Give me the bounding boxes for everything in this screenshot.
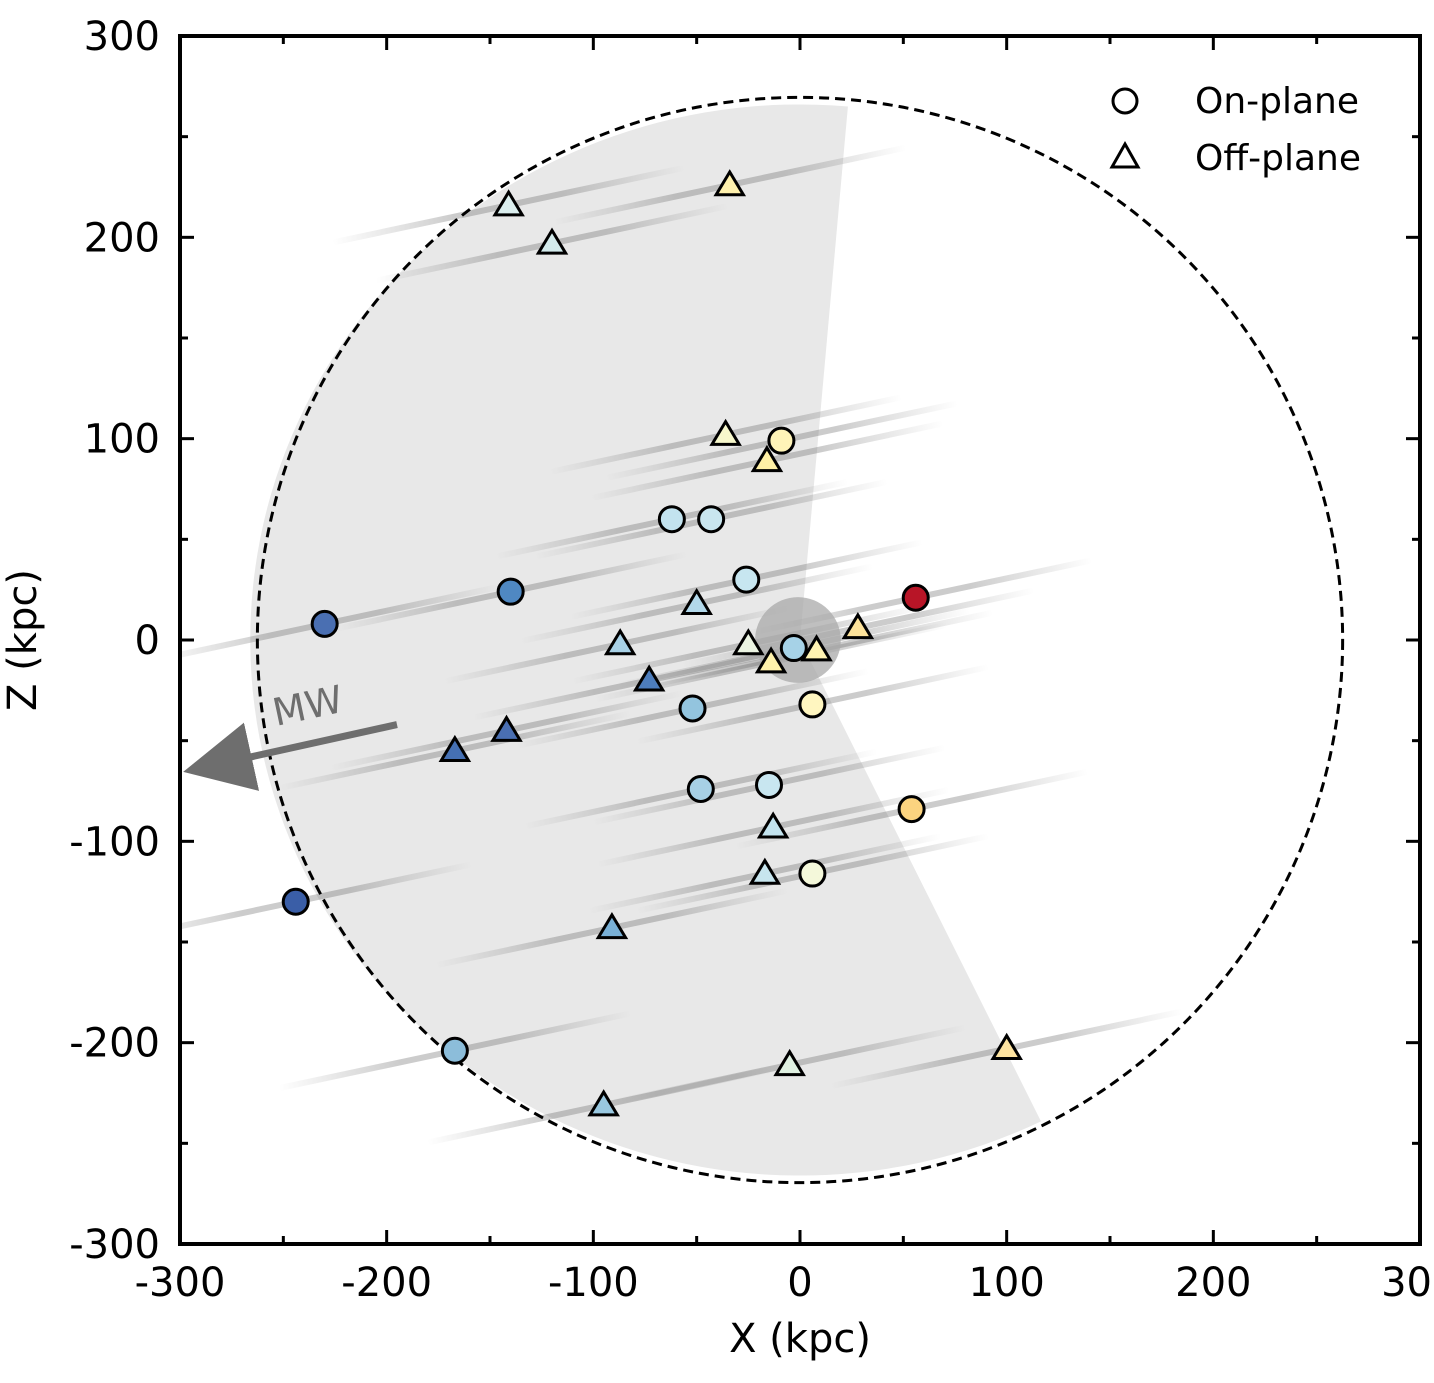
on-plane-point bbox=[440, 1036, 469, 1065]
virial-radius-circle bbox=[255, 95, 1345, 1185]
off-plane-point bbox=[750, 444, 784, 473]
on-plane-point bbox=[798, 690, 827, 719]
mw-direction-arrow bbox=[183, 721, 398, 791]
on-plane-point bbox=[798, 859, 827, 888]
axis-tick-labels: -300 -200 -100 0 100 200 30 300 200 100 0 -100 -200 -… bbox=[69, 14, 1432, 1306]
x-tick-label: 0 bbox=[787, 1260, 812, 1306]
off-plane-point bbox=[773, 1048, 806, 1077]
plot-area bbox=[180, 95, 1345, 1185]
x-tick-label: -300 bbox=[135, 1260, 226, 1306]
on-plane-point bbox=[732, 565, 761, 594]
y-tick-label: 100 bbox=[84, 417, 160, 463]
off-plane-point bbox=[632, 664, 666, 692]
on-plane-point bbox=[686, 774, 715, 803]
off-plane-point bbox=[492, 189, 525, 217]
off-plane-point bbox=[732, 628, 765, 656]
axis-ticks bbox=[178, 34, 1422, 1246]
off-plane-point bbox=[748, 857, 782, 885]
legend-label-on-plane: On-plane bbox=[1195, 81, 1359, 122]
off-plane-point bbox=[587, 1089, 620, 1117]
off-plane-point bbox=[754, 646, 788, 674]
off-plane-point bbox=[756, 811, 790, 839]
on-plane-point bbox=[697, 505, 726, 534]
off-plane-point bbox=[713, 169, 747, 197]
off-plane-point bbox=[841, 612, 875, 640]
points-layer bbox=[281, 169, 1023, 1117]
y-tick-label: -100 bbox=[69, 819, 160, 865]
off-plane-point bbox=[535, 227, 569, 255]
on-plane-point bbox=[281, 887, 310, 916]
on-plane-point bbox=[755, 770, 783, 799]
off-plane-point bbox=[680, 587, 713, 616]
x-tick-label: 30 bbox=[1381, 1260, 1432, 1306]
y-tick-label: 0 bbox=[135, 618, 160, 664]
y-tick-label: 300 bbox=[84, 14, 160, 60]
y-tick-label: -300 bbox=[69, 1222, 160, 1268]
on-plane-point bbox=[678, 694, 707, 723]
on-plane-point bbox=[901, 583, 930, 612]
on-plane-point bbox=[767, 426, 796, 455]
legend-circle-marker bbox=[1111, 87, 1139, 115]
x-tick-label: -200 bbox=[341, 1260, 432, 1306]
x-axis-title: X (kpc) bbox=[729, 1316, 871, 1362]
off-plane-point bbox=[438, 734, 472, 762]
legend: On-plane Off-plane bbox=[1109, 81, 1361, 179]
y-tick-label: 200 bbox=[84, 215, 160, 261]
x-tick-label: -100 bbox=[548, 1260, 639, 1306]
off-plane-point bbox=[490, 714, 523, 742]
on-plane-point bbox=[496, 577, 525, 606]
x-tick-label: 100 bbox=[968, 1260, 1044, 1306]
off-plane-point bbox=[603, 628, 637, 656]
y-tick-label: -200 bbox=[69, 1021, 160, 1067]
off-plane-point bbox=[990, 1032, 1023, 1060]
on-plane-point bbox=[779, 634, 808, 663]
on-plane-point bbox=[310, 609, 339, 638]
legend-label-off-plane: Off-plane bbox=[1195, 138, 1361, 179]
on-plane-point bbox=[657, 505, 686, 534]
legend-triangle-marker bbox=[1109, 140, 1141, 169]
x-tick-label: 200 bbox=[1175, 1260, 1251, 1306]
on-plane-point bbox=[897, 795, 926, 824]
off-plane-point bbox=[595, 911, 629, 940]
off-plane-point bbox=[800, 634, 833, 662]
off-plane-point bbox=[709, 418, 742, 446]
y-axis-title: Z (kpc) bbox=[0, 569, 46, 711]
